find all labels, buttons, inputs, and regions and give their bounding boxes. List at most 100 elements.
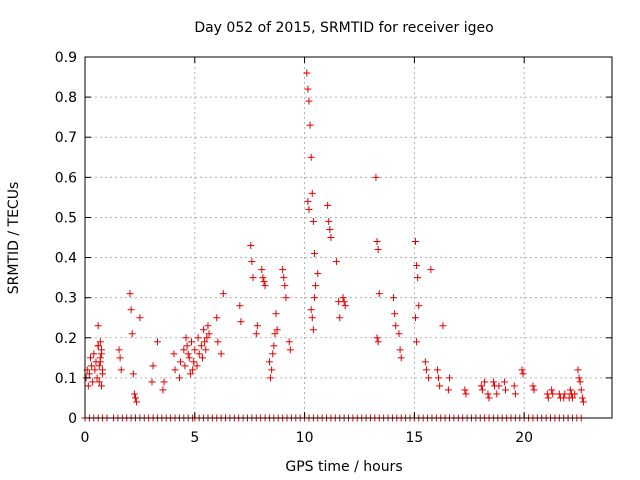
data-point: [84, 382, 92, 390]
data-point: [91, 366, 99, 374]
data-point: [566, 386, 574, 394]
data-point: [519, 370, 527, 378]
data-point: [203, 334, 211, 342]
y-tick-label: 0: [68, 411, 77, 427]
data-point: [271, 330, 279, 338]
x-tick-label: 15: [405, 430, 423, 446]
x-tick-label: 10: [296, 430, 314, 446]
axes-layer: 0 0.1 0.2 0.3 0.4 0.5 0.6 0.7 0.8 0.9 0 5 10 15 20: [55, 50, 613, 446]
data-point: [413, 338, 421, 346]
plot-frame: [84, 56, 613, 419]
data-point: [425, 374, 433, 382]
data-point: [511, 390, 519, 398]
data-point: [130, 390, 138, 398]
data-point: [397, 354, 405, 362]
data-point: [198, 354, 206, 362]
data-point: [205, 330, 213, 338]
x-tick-label: 20: [515, 430, 533, 446]
data-point: [327, 234, 335, 241]
data-point: [183, 342, 191, 350]
points-layer: [81, 69, 587, 422]
y-axis-label: SRMTID / TECUs: [6, 182, 22, 295]
grid-layer: [85, 57, 612, 418]
data-point: [86, 354, 94, 362]
data-point: [446, 374, 454, 382]
data-point: [136, 314, 144, 322]
data-point: [411, 314, 419, 322]
data-point: [214, 338, 222, 346]
data-point: [462, 390, 470, 398]
data-point: [185, 354, 193, 362]
data-point: [561, 390, 569, 398]
data-point: [249, 274, 257, 282]
data-point: [435, 374, 443, 382]
data-point: [575, 374, 583, 382]
data-point: [186, 370, 194, 378]
data-point: [392, 322, 400, 330]
data-point: [128, 330, 136, 338]
data-point: [373, 238, 381, 246]
data-point: [181, 362, 189, 370]
data-point: [433, 366, 441, 374]
data-point: [374, 246, 382, 254]
data-point: [340, 298, 348, 306]
data-point: [303, 69, 311, 77]
data-point: [184, 350, 192, 358]
data-point: [116, 354, 124, 362]
data-point: [219, 290, 227, 298]
data-point: [332, 258, 340, 266]
data-point: [305, 97, 313, 105]
data-point: [236, 302, 244, 310]
data-point: [261, 282, 269, 290]
data-point: [190, 358, 198, 366]
data-point: [258, 266, 266, 274]
data-point: [200, 326, 208, 334]
data-point: [96, 358, 104, 366]
y-tick-label: 0.3: [55, 291, 77, 307]
data-point: [117, 366, 125, 374]
data-point: [579, 398, 587, 406]
data-point: [310, 294, 318, 302]
data-point: [195, 350, 203, 358]
data-point: [495, 382, 503, 390]
data-point: [129, 370, 137, 378]
data-point: [175, 374, 183, 382]
data-point: [269, 350, 277, 358]
data-point: [529, 382, 537, 390]
data-point: [197, 342, 205, 350]
data-point: [94, 342, 102, 350]
data-point: [260, 278, 268, 286]
data-point: [576, 378, 584, 386]
data-point: [182, 334, 190, 342]
y-tick-label: 0.8: [55, 90, 77, 106]
data-point: [439, 322, 447, 330]
data-point: [160, 378, 168, 386]
data-point: [339, 294, 347, 302]
data-point: [281, 282, 289, 290]
data-point: [204, 322, 212, 330]
data-point: [285, 338, 293, 346]
y-tick-label: 0.6: [55, 170, 77, 186]
data-point: [217, 350, 225, 358]
data-point: [422, 366, 430, 374]
data-point: [273, 326, 281, 334]
data-point: [493, 390, 501, 398]
y-tick-label: 0.2: [55, 331, 77, 347]
data-point: [97, 382, 105, 390]
data-point: [88, 362, 96, 370]
data-point: [213, 314, 221, 322]
y-tick-label: 0.1: [55, 371, 77, 387]
data-point: [252, 330, 260, 338]
data-point: [421, 358, 429, 366]
data-point: [306, 121, 314, 129]
data-point: [444, 386, 452, 394]
data-point: [568, 394, 576, 402]
data-point: [133, 398, 141, 406]
data-point: [307, 153, 315, 161]
data-point: [202, 346, 210, 354]
data-point: [461, 386, 469, 394]
data-point: [267, 374, 275, 382]
data-point: [485, 394, 493, 402]
data-point: [177, 358, 185, 366]
